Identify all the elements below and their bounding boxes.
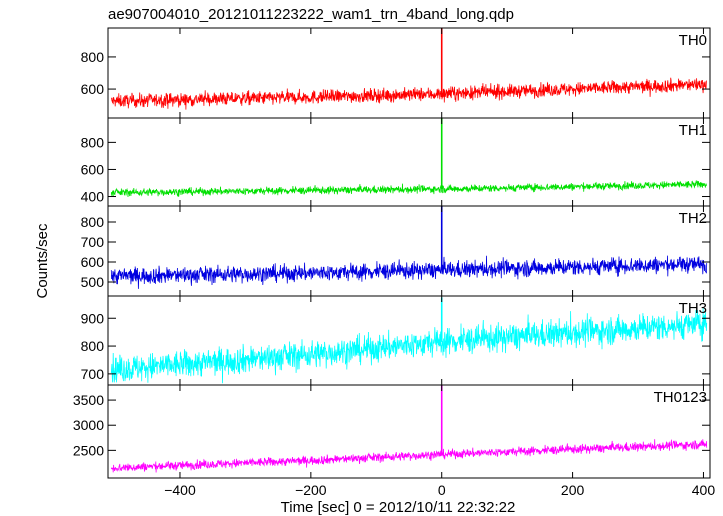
y-tick-label: 3500 <box>73 392 104 408</box>
light-curve-th0123 <box>110 439 708 473</box>
light-curve-th1 <box>110 180 708 198</box>
panel-label-th0123: TH0123 <box>654 389 707 406</box>
panel-th3: 700 800 900 TH3 <box>81 295 711 386</box>
light-curve-th3 <box>110 308 708 384</box>
light-curve-th0 <box>110 77 707 110</box>
panel-frame <box>107 205 711 297</box>
y-tick-label: 600 <box>81 254 105 270</box>
y-tick-label: 600 <box>81 161 105 177</box>
plot-title: ae907004010_20121011223222_wam1_trn_4ban… <box>108 6 514 23</box>
y-tick-label: 700 <box>81 234 105 250</box>
y-tick-label: 500 <box>81 274 105 290</box>
y-tick-label: 400 <box>81 189 105 205</box>
y-tick-label: 2500 <box>73 442 104 458</box>
y-tick-label: 800 <box>81 338 105 354</box>
x-axis-label: Time [sec] 0 = 2012/10/11 22:32:22 <box>281 499 516 516</box>
panel-label-th2: TH2 <box>679 210 707 227</box>
panels-layer: 600 800 TH0 400 600 800 TH1 500 600 700 800 TH2 700 8… <box>73 27 716 498</box>
y-axis-label: Counts/sec <box>34 223 51 299</box>
y-tick-label: 600 <box>81 81 105 97</box>
y-tick-label: 800 <box>81 134 105 150</box>
panel-label-th0: TH0 <box>679 32 707 49</box>
panel-th1: 400 600 800 TH1 <box>81 117 711 207</box>
x-tick-label: −400 <box>164 482 196 498</box>
x-tick-label: 200 <box>561 482 585 498</box>
panel-th2: 500 600 700 800 TH2 <box>81 205 711 297</box>
panel-frame <box>107 27 711 119</box>
light-curve-th2 <box>110 255 708 289</box>
y-tick-label: 800 <box>81 214 105 230</box>
x-tick-label: 0 <box>438 482 446 498</box>
panel-th0123: 2500 3000 3500 TH0123 <box>73 384 711 479</box>
panel-frame <box>107 384 711 479</box>
y-tick-label: 700 <box>81 366 105 382</box>
panel-th0: 600 800 TH0 <box>81 27 711 119</box>
panel-label-th1: TH1 <box>679 122 707 139</box>
y-tick-label: 800 <box>81 49 105 65</box>
x-tick-label: −200 <box>295 482 327 498</box>
panel-label-th3: TH3 <box>679 300 707 317</box>
x-tick-label: 400 <box>692 482 716 498</box>
y-tick-label: 3000 <box>73 417 104 433</box>
y-tick-label: 900 <box>81 310 105 326</box>
